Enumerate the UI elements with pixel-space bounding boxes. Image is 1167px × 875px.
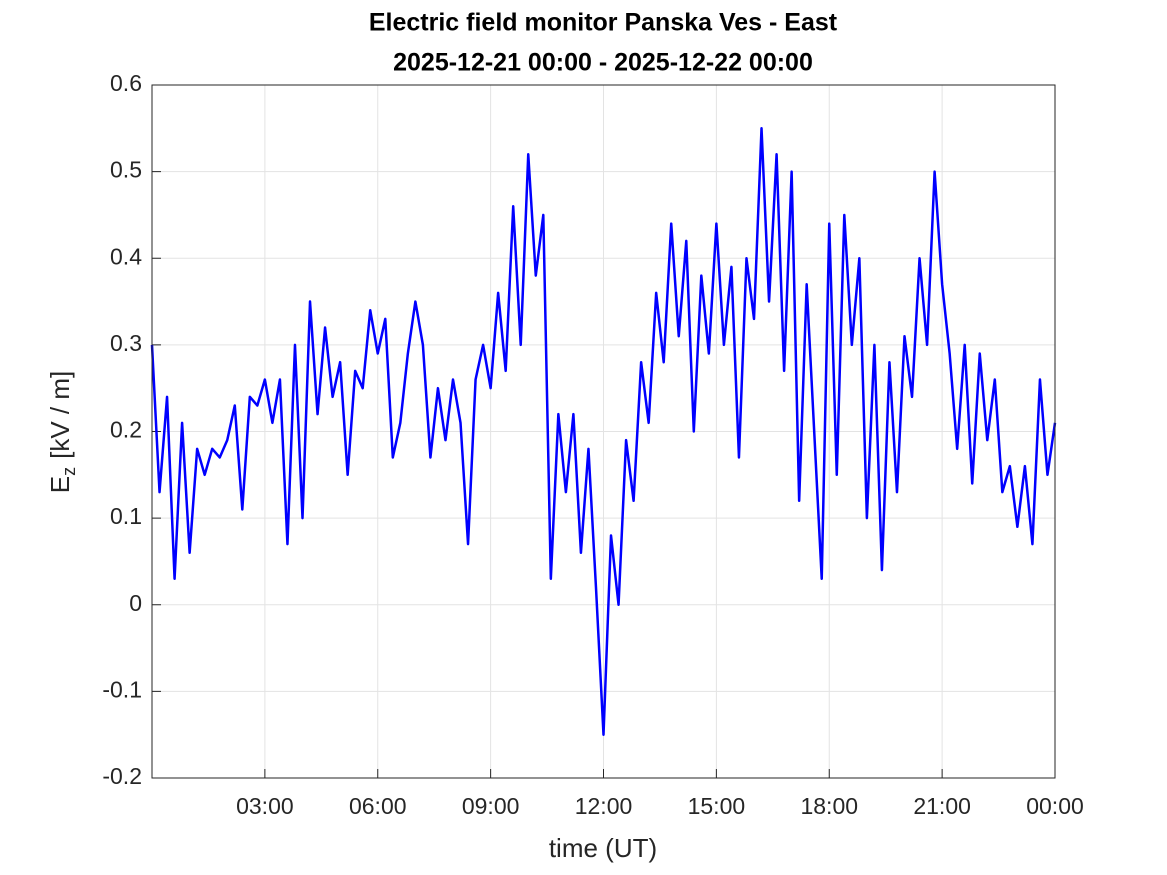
x-tick-label: 03:00 <box>236 793 294 819</box>
y-label-main: E <box>45 476 75 493</box>
y-tick-label: 0.2 <box>110 417 142 443</box>
y-label-unit: [kV / m] <box>45 371 75 459</box>
y-tick-label: 0.4 <box>110 243 142 269</box>
y-label-subscript: z <box>59 467 79 476</box>
chart-title: Electric field monitor Panska Ves - East <box>369 9 838 37</box>
x-tick-label: 18:00 <box>800 793 858 819</box>
axes-box <box>151 84 1056 779</box>
x-tick-label: 09:00 <box>462 793 520 819</box>
y-tick-label: 0.5 <box>110 157 142 183</box>
series-line <box>150 127 1057 736</box>
y-tick-label: -0.1 <box>102 676 142 702</box>
x-tick-label: 12:00 <box>575 793 633 819</box>
x-tick-label: 00:00 <box>1026 793 1084 819</box>
y-tick-label: 0.6 <box>110 70 142 96</box>
chart-subtitle: 2025-12-21 00:00 - 2025-12-22 00:00 <box>393 49 813 77</box>
y-tick-label: 0.3 <box>110 330 142 356</box>
x-tick-label: 15:00 <box>688 793 746 819</box>
y-tick-label: -0.2 <box>102 763 142 789</box>
x-axis-label: time (UT) <box>549 833 657 863</box>
y-axis-label: Ez [kV / m] <box>45 371 79 493</box>
y-tick-label: 0 <box>129 590 142 616</box>
x-tick-label: 06:00 <box>349 793 407 819</box>
x-tick-label: 21:00 <box>913 793 971 819</box>
y-tick-label: 0.1 <box>110 503 142 529</box>
